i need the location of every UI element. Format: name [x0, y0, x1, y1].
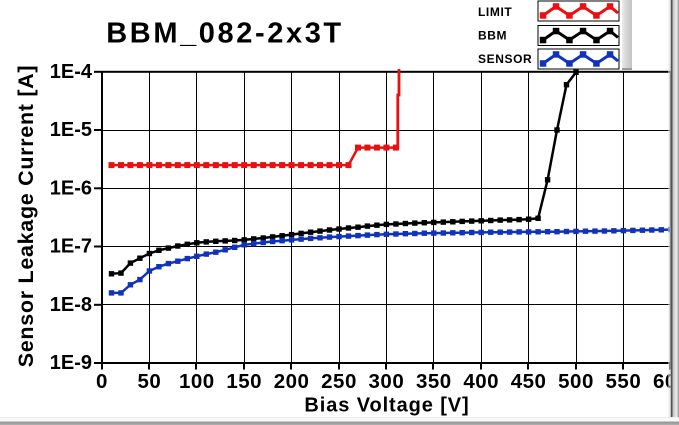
- svg-text:1E-7: 1E-7: [50, 236, 92, 258]
- svg-text:1E-5: 1E-5: [50, 119, 92, 141]
- svg-text:SENSOR: SENSOR: [478, 52, 532, 66]
- svg-text:150: 150: [226, 370, 262, 393]
- svg-text:300: 300: [369, 370, 405, 393]
- svg-text:0: 0: [96, 370, 108, 393]
- svg-text:250: 250: [321, 370, 357, 393]
- svg-text:500: 500: [558, 370, 594, 393]
- svg-text:450: 450: [511, 370, 547, 393]
- svg-text:50: 50: [137, 370, 161, 393]
- svg-text:LIMIT: LIMIT: [478, 5, 512, 19]
- svg-text:550: 550: [606, 370, 642, 393]
- svg-text:350: 350: [416, 370, 452, 393]
- svg-text:1E-9: 1E-9: [50, 352, 92, 374]
- svg-text:100: 100: [179, 370, 215, 393]
- svg-text:1E-4: 1E-4: [50, 61, 93, 83]
- svg-text:BBM_082-2x3T: BBM_082-2x3T: [106, 18, 344, 50]
- svg-text:BBM: BBM: [478, 29, 507, 43]
- svg-text:1E-6: 1E-6: [50, 178, 92, 200]
- svg-text:Sensor Leakage Current [A]: Sensor Leakage Current [A]: [14, 65, 38, 368]
- svg-text:400: 400: [463, 370, 499, 393]
- svg-text:200: 200: [274, 370, 310, 393]
- svg-text:Bias Voltage [V]: Bias Voltage [V]: [304, 395, 469, 417]
- svg-text:1E-8: 1E-8: [50, 294, 92, 316]
